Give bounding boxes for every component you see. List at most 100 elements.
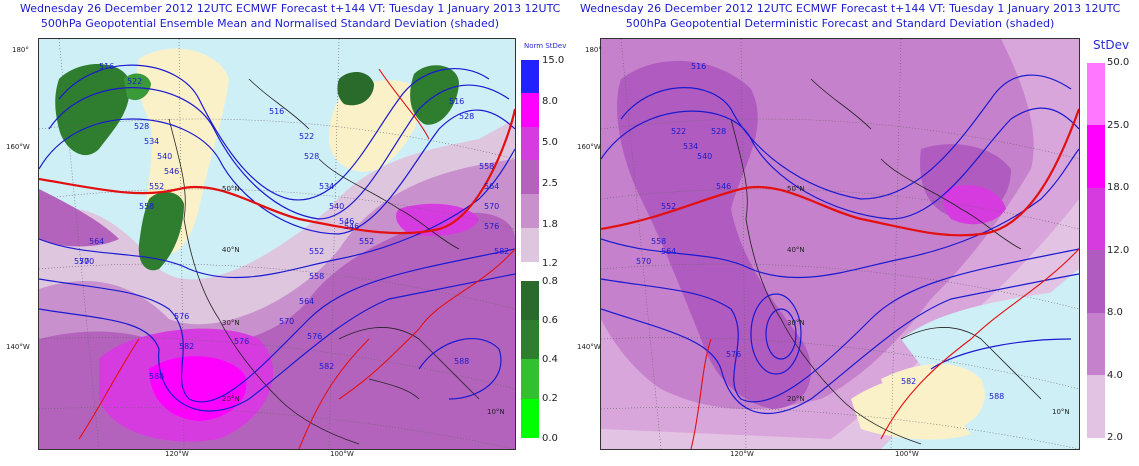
left-lat-label-50n: 50°N (222, 185, 240, 193)
left-contour-label: 576 (484, 222, 499, 231)
left-contour-label: 588 (454, 357, 469, 366)
left-contours-blue (39, 64, 515, 412)
right-lat-label-10n: 10°N (1052, 408, 1070, 416)
left-contour-label: 588 (149, 372, 164, 381)
right-contour-label: 576 (726, 350, 741, 359)
left-contour-label: 540 (157, 152, 172, 161)
left-colorbar-tick: 1.8 (542, 219, 558, 230)
right-lon-label-100w: 100°W (895, 450, 919, 458)
left-shade-s3b (39, 189, 119, 247)
left-shade-s4b (396, 203, 479, 236)
right-colorbar-tick: 25.0 (1107, 120, 1130, 131)
right-lon-label-140w: 140°W (577, 343, 601, 351)
right-contour-label: 564 (661, 247, 676, 256)
right-contour-label: 570 (636, 257, 651, 266)
right-colorbar-segment (1087, 250, 1105, 313)
left-contour-label: 546 (344, 222, 359, 231)
left-shade-g2 (124, 73, 151, 101)
right-lon-label-160w: 160°W (577, 143, 601, 151)
right-contour-label: 528 (711, 127, 726, 136)
left-title-line1: Wednesday 26 December 2012 12UTC ECMWF F… (20, 2, 561, 15)
left-map-canvas: 516 522 528 534 540 546 552 558 564 570 … (39, 39, 515, 449)
right-lat-label-20n: 20°N (787, 395, 805, 403)
left-contour-label: 564 (89, 237, 104, 246)
right-colorbar-segment (1087, 313, 1105, 375)
left-contour-label: 534 (319, 182, 334, 191)
right-lon-label-180: 180° (585, 46, 602, 54)
right-colorbar-tick: 8.0 (1107, 307, 1123, 318)
left-contour-label: 576 (234, 337, 249, 346)
left-graticule (39, 39, 515, 449)
left-colorbar-segment (521, 228, 539, 262)
right-colorbar-tick: 50.0 (1107, 57, 1130, 68)
left-contour-label: 570 (279, 317, 294, 326)
right-colorbar-title: StDev (1093, 38, 1130, 52)
right-coastlines (730, 78, 1042, 445)
left-map[interactable]: 516 522 528 534 540 546 552 558 564 570 … (38, 38, 516, 450)
left-contour-label: 564 (484, 182, 499, 191)
left-contour-label: 522 (299, 132, 314, 141)
right-colorbar-tick: 2.0 (1107, 432, 1123, 443)
left-contour-label: 546 (164, 167, 179, 176)
right-sea (901, 289, 1079, 449)
right-title-line1: Wednesday 26 December 2012 12UTC ECMWF F… (580, 2, 1121, 15)
right-colorbar-tick: 12.0 (1107, 245, 1130, 256)
left-colorbar-segment (521, 281, 539, 320)
left-contour-label: 570 (74, 257, 89, 266)
right-contour-label: 552 (661, 202, 676, 211)
right-contour-label: 540 (697, 152, 712, 161)
left-colorbar-tick: 0.6 (542, 315, 558, 326)
left-contour-label: 552 (309, 247, 324, 256)
left-lat-label-20n: 20°N (222, 395, 240, 403)
left-colorbar-tick: 0.4 (542, 354, 558, 365)
left-colorbar-tick: 8.0 (542, 96, 558, 107)
right-shade-c3b (801, 56, 894, 119)
left-shade-g5 (410, 65, 459, 125)
left-contour-label: 576 (307, 332, 322, 341)
left-contour-label: 534 (144, 137, 159, 146)
right-colorbar-segment (1087, 125, 1105, 188)
right-land-cream3 (881, 364, 985, 429)
left-lat-label-40n: 40°N (222, 246, 240, 254)
left-colorbar-upper (521, 60, 539, 262)
right-contour-label: 534 (683, 142, 698, 151)
right-shade-c4 (617, 60, 811, 410)
left-contour-label: 552 (359, 237, 374, 246)
left-contour-labels-group: 516 522 528 534 540 546 552 558 564 570 … (74, 62, 509, 381)
right-contour-label: 546 (716, 182, 731, 191)
right-colorbar-segment (1087, 63, 1105, 125)
left-colorbar-tick: 15.0 (542, 55, 565, 66)
right-map-canvas: 516 522 528 534 540 546 552 558 564 570 … (601, 39, 1079, 449)
left-lon-label-180: 180° (12, 46, 29, 54)
right-map[interactable]: 516 522 528 534 540 546 552 558 564 570 … (600, 38, 1080, 450)
right-lat-label-30n: 30°N (787, 319, 805, 327)
left-lon-label-100w: 100°W (330, 450, 354, 458)
left-contour-label: 528 (459, 112, 474, 121)
left-colorbar-segment (521, 320, 539, 359)
right-contours-blue (601, 74, 1079, 415)
left-colorbar-tick: 1.2 (542, 258, 558, 269)
left-contour-label: 546 (339, 217, 354, 226)
left-contour-label: 582 (494, 247, 509, 256)
left-shade-g3 (138, 192, 184, 271)
left-colorbar-segment (521, 399, 539, 438)
left-contour-label: 540 (329, 202, 344, 211)
left-colorbar-lower (521, 281, 539, 438)
left-colorbar-segment (521, 60, 539, 93)
right-lat-label-50n: 50°N (787, 185, 805, 193)
left-coastlines (168, 78, 480, 445)
right-lat-label-40n: 40°N (787, 246, 805, 254)
left-colorbar-title: Norm StDev (524, 42, 567, 50)
right-graticule (601, 39, 1079, 449)
left-contour-label: 516 (449, 97, 464, 106)
left-colorbar-segment (521, 160, 539, 194)
left-colorbar-tick: 5.0 (542, 137, 558, 148)
left-contours-red (39, 68, 515, 449)
right-contour-label: 516 (691, 62, 706, 71)
left-contour-label: 528 (134, 122, 149, 131)
right-colorbar (1087, 63, 1105, 438)
left-colorbar-tick: 0.0 (542, 433, 558, 444)
left-colorbar-segment (521, 194, 539, 228)
right-contour-label: 582 (901, 377, 916, 386)
right-colorbar-tick: 18.0 (1107, 182, 1130, 193)
